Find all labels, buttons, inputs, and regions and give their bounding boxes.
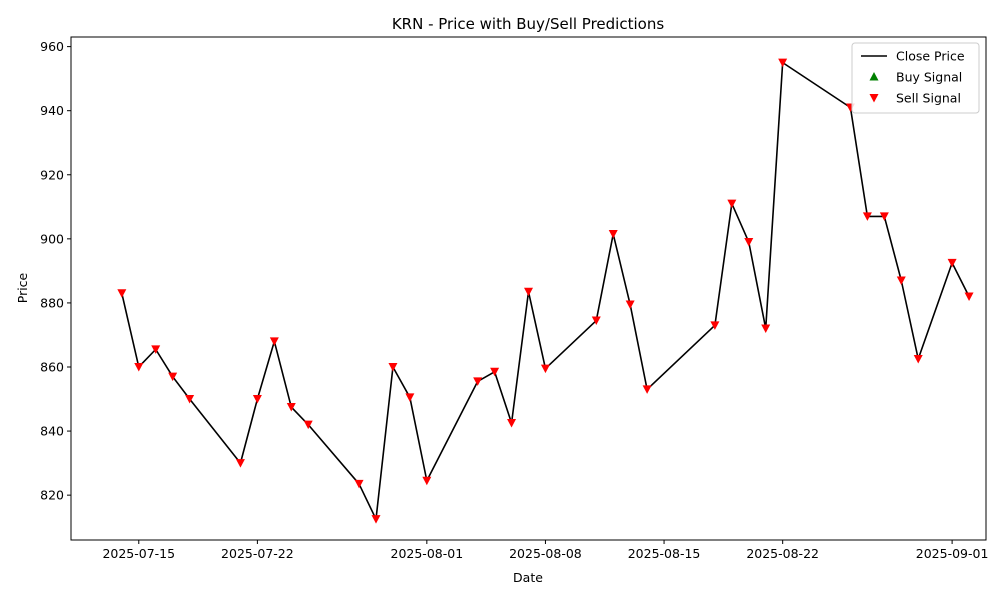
sell-signal-marker [964,292,974,302]
sell-signal-marker [778,58,788,68]
y-tick-label: 860 [40,359,64,374]
sell-signal-marker [591,316,601,326]
sell-signal-marker [151,345,161,354]
sell-signal-marker [608,230,618,239]
sell-signal-marker [269,337,279,346]
y-axis-label: Price [15,272,30,303]
sell-signal-marker [744,238,754,247]
plot-frame [70,36,987,541]
y-tick-label: 840 [40,424,64,439]
sell-signal-marker [117,289,127,298]
sell-signal-marker [422,476,432,486]
sell-signal-marker [507,419,517,428]
x-tick-label: 2025-08-01 [391,546,464,561]
sell-signal-marker [286,403,296,412]
y-tick-label: 940 [40,103,64,118]
x-axis-ticks: 2025-07-15 2025-07-22 2025-08-01 2025-08-08… [102,540,988,561]
y-tick-label: 820 [40,488,64,503]
sell-signal-marker [862,212,872,221]
sell-signal-marker [371,515,381,524]
sell-signal-marker [540,364,550,374]
sell-signal-marker [388,362,398,372]
sell-signal-marker [727,199,737,209]
sell-signal-marker [252,395,262,404]
chart-title: KRN - Price with Buy/Sell Predictions [392,15,664,33]
sell-signal-marker [473,377,483,386]
x-tick-label: 2025-07-15 [102,546,175,561]
sell-signal-marker [913,354,923,364]
sell-signal-marker [896,276,906,285]
sell-signal-marker [185,395,195,404]
x-tick-label: 2025-09-01 [916,546,989,561]
y-tick-label: 880 [40,295,64,310]
x-tick-label: 2025-08-22 [746,546,819,561]
plot-area: 2025-07-15 2025-07-22 2025-08-01 2025-08-08… [40,36,988,561]
sell-signal-marker [879,212,889,221]
sell-signal-marker [168,372,178,382]
legend-box [851,42,980,114]
sell-signal-marker [625,300,635,310]
x-tick-label: 2025-08-15 [628,546,701,561]
sell-signal-marker [235,459,245,468]
legend-buy-marker [869,72,879,81]
legend-buy-signal: Buy Signal [896,70,962,85]
sell-signal-marker [134,362,144,372]
x-tick-label: 2025-08-08 [509,546,582,561]
sell-signal-marker [490,367,500,377]
legend-sell-marker [869,94,879,103]
sell-signal-marker [354,479,364,489]
legend-close-price: Close Price [896,49,965,64]
sell-signal-marker [761,324,771,334]
y-tick-label: 920 [40,167,64,182]
y-tick-label: 960 [40,39,64,54]
sell-signal-marker [710,321,720,330]
legend: Close Price Buy Signal Sell Signal [851,42,980,114]
sell-signal-marker [524,287,533,297]
sell-signal-marker [405,393,415,402]
legend-sell-signal: Sell Signal [896,91,961,106]
sell-signal-marker [303,420,313,430]
sell-signal-marker [642,385,652,394]
x-axis-label: Date [513,570,543,585]
y-tick-label: 900 [40,231,64,246]
sell-signal-marker [947,258,957,268]
x-tick-label: 2025-07-22 [221,546,294,561]
close-price-line [121,61,970,520]
y-axis-ticks: 820 840 860 880 900 920 940 960 [40,39,71,503]
